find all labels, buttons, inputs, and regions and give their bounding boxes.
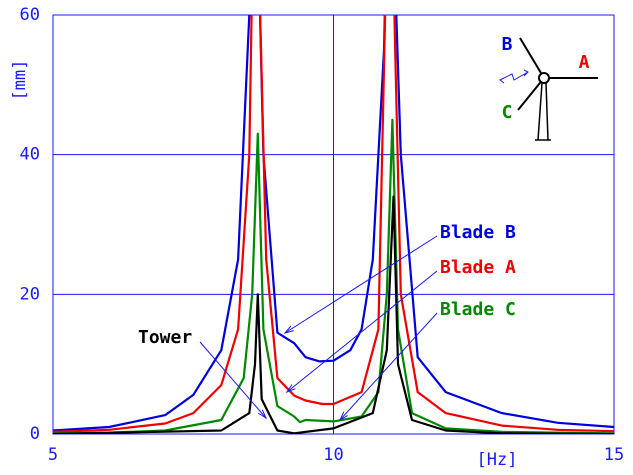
series-annotation: Blade C bbox=[440, 299, 516, 320]
rotor-icon bbox=[499, 37, 598, 141]
x-axis-label: [Hz] bbox=[477, 450, 518, 470]
annotations: Blade B Blade A Blade C Tower bbox=[138, 222, 516, 422]
series-line bbox=[53, 195, 614, 434]
x-tick-label: 15 bbox=[604, 445, 624, 465]
rotor-label: C bbox=[502, 102, 513, 123]
arrow-head bbox=[285, 384, 296, 394]
series-annotation: Tower bbox=[138, 327, 192, 348]
rotor-label: B bbox=[502, 34, 513, 55]
x-tick-label: 5 bbox=[48, 445, 58, 465]
series-line bbox=[53, 15, 614, 432]
rotor-label: A bbox=[579, 52, 590, 73]
y-axis-label: [mm] bbox=[10, 60, 30, 101]
arrow-head bbox=[338, 411, 348, 422]
y-tick-label: 60 bbox=[20, 5, 40, 25]
annotation-arrow bbox=[339, 312, 438, 421]
arrow-head bbox=[283, 325, 294, 334]
y-tick-label: 20 bbox=[20, 284, 40, 304]
series-line bbox=[53, 15, 614, 433]
series-annotation: Blade A bbox=[440, 257, 516, 278]
series-line bbox=[53, 118, 614, 434]
arrow-head bbox=[258, 409, 268, 420]
y-tick-label: 0 bbox=[30, 424, 40, 444]
annotation-arrow bbox=[284, 235, 438, 334]
y-tick-label: 40 bbox=[20, 145, 40, 165]
lines bbox=[53, 15, 614, 434]
x-tick-label: 10 bbox=[323, 445, 343, 465]
series-annotation: Blade B bbox=[440, 222, 516, 243]
annotation-arrow bbox=[199, 341, 267, 419]
annotation-arrow bbox=[286, 270, 438, 393]
grid bbox=[52, 14, 615, 435]
